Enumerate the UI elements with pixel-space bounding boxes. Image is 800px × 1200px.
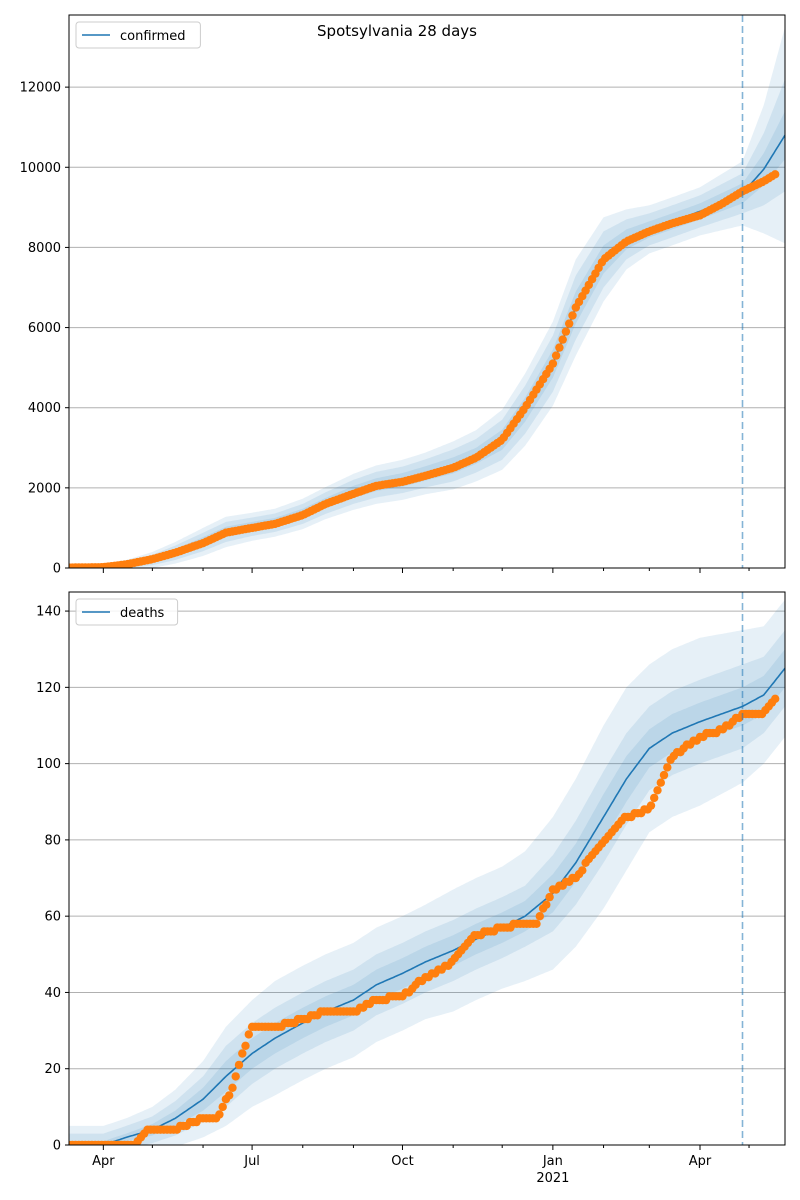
observed-point	[228, 1083, 237, 1093]
plot-area	[69, 599, 785, 1145]
y-tick-label: 40	[44, 986, 61, 1001]
legend-box	[75, 598, 179, 626]
observed-point	[646, 801, 656, 810]
observed-point	[225, 1091, 234, 1100]
observed-point	[659, 770, 669, 780]
observed-point	[663, 763, 672, 772]
y-tick-label: 6000	[28, 321, 61, 336]
y-tick-label: 8000	[28, 241, 61, 256]
axes-frame	[68, 591, 786, 1146]
axes-frame	[68, 14, 786, 569]
y-tick-label: 60	[44, 910, 61, 925]
y-tick-label: 20	[44, 1062, 61, 1077]
observed-point	[561, 327, 571, 336]
uncertainty-band	[69, 79, 785, 568]
observed-point	[771, 170, 780, 179]
observed-point	[771, 694, 780, 703]
y-tick-label: 100	[36, 757, 61, 772]
observed-point	[656, 778, 665, 787]
y-tick-label: 10000	[20, 161, 61, 176]
legend-box	[75, 21, 201, 49]
legend-label: deaths	[120, 606, 165, 621]
y-tick-label: 2000	[28, 481, 61, 496]
observed-point	[555, 343, 564, 352]
observed-point	[545, 892, 554, 902]
x-tick-label: Jul	[243, 1154, 260, 1169]
observed-point	[558, 335, 567, 344]
observed-point	[535, 912, 544, 921]
confirmed-panel: 0 2000 4000 6000 8000 10000 12000 confirmed	[20, 14, 786, 577]
observed-point	[650, 793, 659, 803]
deaths-panel: 0 20 40 60 80 100 120 140 Apr Jul Oct Jan 2021 Apr dea…	[36, 591, 786, 1186]
y-tick-label: 140	[36, 605, 61, 620]
observed-point	[548, 359, 558, 368]
y-tick-label: 0	[53, 1139, 61, 1154]
legend-label: confirmed	[120, 29, 186, 44]
observed-point	[565, 319, 574, 328]
uncertainty-band	[69, 599, 785, 1145]
x-tick-label: Apr	[92, 1154, 115, 1169]
y-tick-label: 120	[36, 681, 61, 696]
x-tick-label: Jan	[542, 1154, 563, 1169]
model-line-deaths	[69, 667, 785, 1145]
y-tick-label: 4000	[28, 401, 61, 416]
observed-point	[238, 1049, 247, 1058]
y-tick-label: 80	[44, 833, 61, 848]
observed-point	[231, 1072, 240, 1081]
y-tick-label: 0	[53, 562, 61, 577]
observed-point	[218, 1102, 227, 1112]
observed-point	[551, 351, 561, 360]
chart-title: Spotsylvania 28 days	[317, 22, 477, 40]
observed-point	[244, 1030, 253, 1039]
x-tick-label: Oct	[391, 1154, 413, 1169]
x-tick-label: Apr	[689, 1154, 712, 1169]
observed-point	[241, 1041, 250, 1051]
observed-point	[234, 1060, 244, 1070]
uncertainty-band	[69, 27, 785, 568]
observed-point	[568, 311, 577, 320]
x-tick-sublabel: 2021	[536, 1171, 569, 1186]
observed-point	[215, 1110, 224, 1119]
observed-point	[542, 900, 551, 909]
observed-point	[578, 866, 587, 875]
observed-point	[532, 919, 541, 928]
y-tick-label: 12000	[20, 81, 61, 96]
observed-point	[653, 786, 662, 795]
uncertainty-band	[69, 649, 785, 1145]
uncertainty-band	[69, 630, 785, 1145]
plot-area	[69, 27, 785, 568]
